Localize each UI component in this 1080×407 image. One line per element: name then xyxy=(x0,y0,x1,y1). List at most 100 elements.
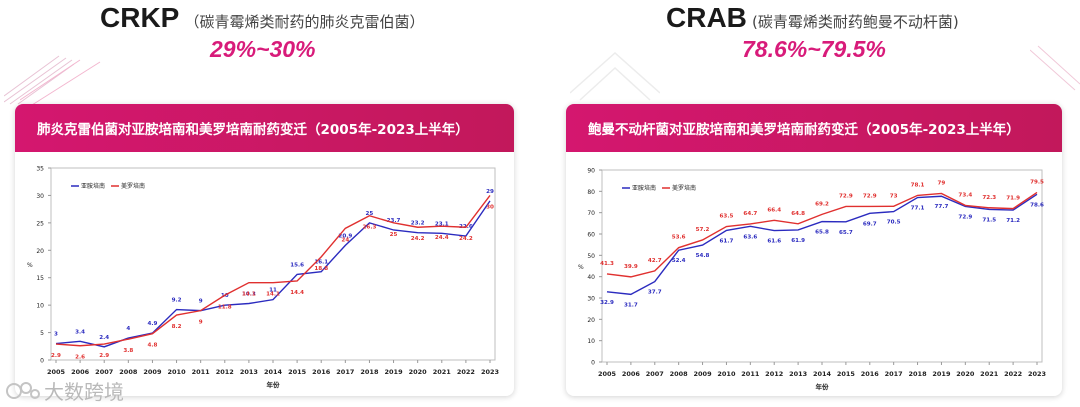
left-header-range: 29%~30% xyxy=(210,36,316,62)
y-tick-label: 30 xyxy=(36,193,44,200)
left-chart-card: 肺炎克雷伯菌对亚胺培南和美罗培南耐药变迁（2005年-2023上半年） 0 5 10… xyxy=(15,104,514,396)
x-tick-label: 2015 xyxy=(288,368,307,376)
x-axis-label: 年份 xyxy=(267,380,281,389)
data-label-series-1: 4.9 xyxy=(147,321,157,327)
x-tick-label: 2012 xyxy=(216,368,234,376)
data-label-series-1: 61.6 xyxy=(767,239,781,245)
data-label-series-2: 25 xyxy=(390,232,398,238)
x-tick-label: 2010 xyxy=(168,368,187,376)
y-tick-label: 20 xyxy=(36,248,44,255)
data-label-series-1: 10 xyxy=(221,293,229,299)
legend-label: 美罗培南 xyxy=(121,182,145,190)
data-label-series-1: 16.1 xyxy=(314,260,328,266)
x-tick-label: 2019 xyxy=(932,370,951,378)
y-tick-label: 60 xyxy=(587,232,595,239)
data-label-series-1: 72.9 xyxy=(958,214,972,220)
data-label-series-2: 64.7 xyxy=(743,211,757,217)
y-tick-label: 10 xyxy=(587,338,595,345)
center-deco-icon xyxy=(570,51,660,101)
x-tick-label: 2011 xyxy=(192,368,211,376)
data-label-series-2: 72.9 xyxy=(863,193,877,199)
series-line-1 xyxy=(55,200,491,348)
y-tick-label: 0 xyxy=(591,360,595,367)
plot-frame xyxy=(50,167,496,361)
data-label-series-1: 69.7 xyxy=(863,221,877,227)
watermark-text: 大数跨境 xyxy=(44,380,124,404)
watermark: 大数跨境 xyxy=(6,376,124,405)
data-label-series-1: 11 xyxy=(269,288,277,294)
data-label-series-1: 15.6 xyxy=(290,262,304,268)
legend-label: 亚胺培南 xyxy=(81,182,105,190)
data-label-series-2: 72.3 xyxy=(982,195,996,201)
data-label-series-1: 29 xyxy=(486,189,494,195)
y-tick-label: 0 xyxy=(40,358,44,365)
y-tick-label: 20 xyxy=(587,317,595,324)
data-label-series-2: 3.8 xyxy=(123,348,133,354)
right-chart-title: 鲍曼不动杆菌对亚胺培南和美罗培南耐药变迁（2005年-2023上半年） xyxy=(566,104,1062,152)
x-tick-label: 2021 xyxy=(980,370,999,378)
left-chart: 0 5 10 15 20 25 30 35% 2005 2006 2007 2008 2009 2010 2… xyxy=(27,166,499,390)
data-label-series-1: 63.6 xyxy=(743,234,757,240)
data-label-series-1: 2.4 xyxy=(99,335,109,341)
legend-label: 美罗培南 xyxy=(672,184,696,192)
logo-icon xyxy=(6,381,40,399)
data-label-series-2: 30 xyxy=(486,204,494,210)
x-tick-label: 2008 xyxy=(670,370,689,378)
data-label-series-1: 3.4 xyxy=(75,329,85,335)
left-deco-pink-icon xyxy=(20,59,101,106)
x-tick-label: 2018 xyxy=(909,370,928,378)
y-tick-label: 15 xyxy=(36,275,44,282)
x-tick-label: 2005 xyxy=(47,368,66,376)
x-tick-label: 2017 xyxy=(885,370,903,378)
data-label-series-2: 64.8 xyxy=(791,211,805,217)
left-header: CRKP （碳青霉烯类耐药的肺炎克雷伯菌） xyxy=(100,2,424,34)
data-label-series-2: 71.9 xyxy=(1006,196,1020,202)
x-tick-label: 2007 xyxy=(95,368,113,376)
data-label-series-1: 78.6 xyxy=(1030,202,1044,208)
data-label-series-1: 77.1 xyxy=(911,206,925,212)
x-tick-label: 2007 xyxy=(646,370,664,378)
x-tick-label: 2012 xyxy=(765,370,783,378)
right-chart-card: 鲍曼不动杆菌对亚胺培南和美罗培南耐药变迁（2005年-2023上半年） 0 10 2… xyxy=(566,104,1062,396)
series-line-2 xyxy=(606,191,1038,278)
x-axis-label: 年份 xyxy=(816,382,830,391)
data-label-series-2: 14.1 xyxy=(266,292,280,298)
data-label-series-2: 79 xyxy=(938,180,946,186)
right-header-range: 78.6%~79.5% xyxy=(742,36,886,62)
right-deco-icon xyxy=(1030,45,1080,91)
right-chart: 0 10 20 30 40 50 60 70 80 90% 2005 2006 2007 2008 2009… xyxy=(578,168,1046,392)
x-tick-label: 2009 xyxy=(143,368,162,376)
x-tick-label: 2023 xyxy=(1028,370,1046,378)
data-label-series-2: 24 xyxy=(341,237,349,243)
data-label-series-1: 37.7 xyxy=(648,290,662,296)
data-label-series-2: 24.4 xyxy=(435,235,449,241)
data-label-series-2: 2.9 xyxy=(51,353,61,359)
right-header-title: CRAB xyxy=(666,2,747,33)
y-tick-label: 10 xyxy=(36,303,44,310)
x-tick-label: 2020 xyxy=(409,368,428,376)
y-axis-label: % xyxy=(578,264,584,271)
data-label-series-2: 72.9 xyxy=(839,193,853,199)
y-tick-label: 50 xyxy=(587,253,595,260)
data-label-series-2: 39.9 xyxy=(624,264,638,270)
data-label-series-2: 14.1 xyxy=(242,292,256,298)
data-label-series-2: 57.2 xyxy=(696,227,710,233)
right-header-subtitle: (碳青霉烯类耐药鲍曼不动杆菌) xyxy=(751,13,959,31)
data-label-series-1: 23.1 xyxy=(435,221,449,227)
data-label-series-2: 66.4 xyxy=(767,207,781,213)
x-tick-label: 2013 xyxy=(789,370,807,378)
data-label-series-1: 9.2 xyxy=(172,298,182,304)
series-line-1 xyxy=(606,193,1038,296)
data-label-series-2: 2.9 xyxy=(99,353,109,359)
series-line-2 xyxy=(55,195,491,347)
data-label-series-2: 41.3 xyxy=(600,261,614,267)
data-label-series-1: 54.8 xyxy=(696,253,710,259)
data-label-series-2: 69.2 xyxy=(815,201,829,207)
y-tick-label: 25 xyxy=(36,220,44,227)
data-label-series-1: 23.2 xyxy=(411,221,425,227)
x-tick-label: 2017 xyxy=(336,368,354,376)
data-label-series-1: 61.7 xyxy=(720,238,734,244)
data-label-series-1: 61.9 xyxy=(791,238,805,244)
left-header-title: CRKP xyxy=(100,2,180,33)
data-label-series-2: 24.2 xyxy=(459,236,473,242)
